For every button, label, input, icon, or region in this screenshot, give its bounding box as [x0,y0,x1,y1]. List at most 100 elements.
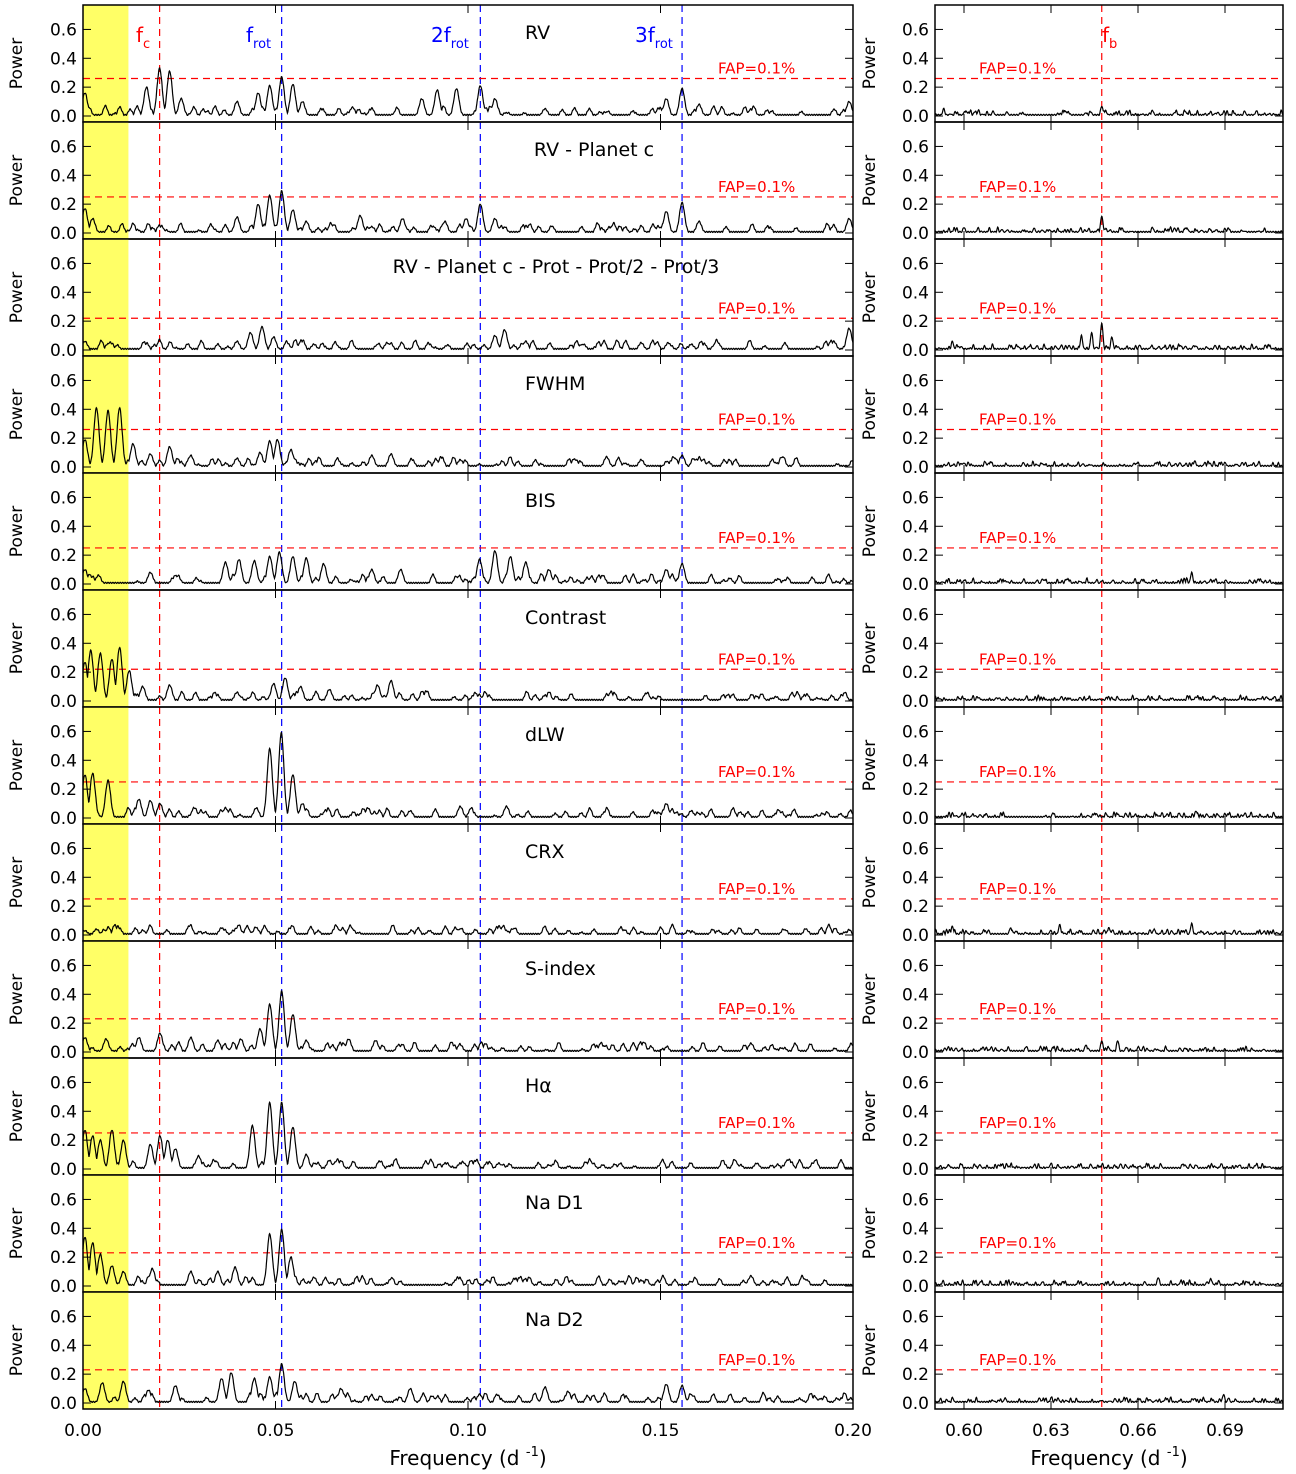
y-tick-label: 0.0 [50,692,77,712]
marker-label: fb [1102,23,1117,52]
low-frequency-shade [83,941,129,1058]
y-tick-label: 0.0 [50,107,77,127]
y-tick-label: 0.4 [50,49,77,69]
y-tick-label: 0.6 [50,605,77,625]
y-tick-label: 0.0 [902,692,929,712]
panel-row: Power Power FAP=0.1% 0.0 0.2 0.4 0.6 FAP=0.1% 0.… [7,940,1284,1063]
y-tick-label: 0.0 [902,1160,929,1180]
y-tick-label: 0.0 [50,1394,77,1414]
panel-row: Power Power FAP=0.1% 0.0 0.2 0.4 0.6 FAP=0.1% 0.… [7,355,1284,478]
right-panel: FAP=0.1% 0.0 0.2 0.4 0.6 [902,1057,1284,1180]
fap-label: FAP=0.1% [718,1114,795,1132]
y-tick-label: 0.2 [50,663,77,683]
x-tick-label: 0.69 [1206,1421,1244,1441]
y-axis-label: Power [860,857,880,908]
y-tick-label: 0.4 [50,517,77,537]
left-panel: FAP=0.1% 0.0 0.2 0.4 0.6 [50,706,854,829]
y-tick-label: 0.2 [902,1014,929,1034]
panel-frame [82,1291,854,1410]
y-tick-label: 0.2 [50,1014,77,1034]
y-tick-label: 0.6 [50,839,77,859]
panel-row: Power Power FAP=0.1% 0.0 0.2 0.4 0.6 FAP=0.1% 0.… [7,589,1284,712]
y-tick-label: 0.0 [902,1043,929,1063]
y-axis-label: Power [860,38,880,89]
y-tick-label: 0.4 [902,868,929,888]
series-title: Na D1 [525,1192,584,1214]
low-frequency-shade [83,1292,129,1409]
y-tick-label: 0.0 [50,926,77,946]
y-tick-label: 0.2 [902,780,929,800]
x-tick-label: 0.00 [64,1421,102,1441]
y-tick-label: 0.4 [902,1219,929,1239]
low-frequency-shade [83,122,129,239]
y-tick-label: 0.4 [50,634,77,654]
y-tick-label: 0.6 [50,137,77,157]
series-title: BIS [525,490,556,512]
marker-label: 3frot [635,23,673,52]
y-axis-label: Power [7,974,27,1025]
panel-row: Power Power FAP=0.1% 0.0 0.2 0.4 0.6 FAP=0.1% 0.… [7,4,1284,127]
y-tick-label: 0.6 [902,1073,929,1093]
y-tick-label: 0.4 [50,751,77,771]
periodogram-trace [82,923,854,936]
marker-label: frot [246,23,271,52]
periodogram-trace [82,1101,854,1170]
y-tick-label: 0.4 [902,1336,929,1356]
y-tick-label: 0.2 [902,546,929,566]
periodogram-trace [82,646,854,702]
left-panel: FAP=0.1% 0.0 0.2 0.4 0.6 [50,1174,854,1297]
periodogram-trace [82,406,854,468]
y-tick-label: 0.4 [902,634,929,654]
low-frequency-shade [83,1175,129,1292]
fap-label: FAP=0.1% [718,880,795,898]
x-tick-label: 0.05 [257,1421,295,1441]
panel-row: Power Power FAP=0.1% 0.0 0.2 0.4 0.6 FAP=0.1% 0.… [7,238,1284,361]
series-title: RV - Planet c [534,139,654,161]
y-tick-label: 0.2 [902,1365,929,1385]
y-tick-label: 0.6 [902,20,929,40]
y-tick-label: 0.6 [50,956,77,976]
panel-row: Power Power FAP=0.1% 0.0 0.2 0.4 0.6 FAP=0.1% 0.… [7,1291,1284,1414]
fap-label: FAP=0.1% [718,299,795,317]
right-panel: FAP=0.1% 0.0 0.2 0.4 0.6 [902,355,1284,478]
y-tick-label: 0.0 [902,575,929,595]
y-tick-label: 0.2 [902,1248,929,1268]
fap-label: FAP=0.1% [979,299,1056,317]
y-tick-label: 0.6 [902,839,929,859]
series-title: Contrast [525,607,606,629]
fap-label: FAP=0.1% [979,410,1056,428]
fap-label: FAP=0.1% [979,1114,1056,1132]
y-tick-label: 0.4 [902,166,929,186]
marker-label: fc [136,23,150,52]
low-frequency-shade [83,1058,129,1175]
y-tick-label: 0.6 [902,956,929,976]
y-axis-label: Power [7,623,27,674]
series-title: Na D2 [525,1309,584,1331]
y-tick-label: 0.4 [50,868,77,888]
periodogram-trace [934,570,1284,585]
low-frequency-shade [83,707,129,824]
y-axis-label: Power [7,272,27,323]
x-axis-label: Frequency (d -1) [389,1445,546,1470]
periodogram-trace [82,325,854,351]
fap-label: FAP=0.1% [718,650,795,668]
y-tick-label: 0.2 [902,312,929,332]
panel-frame [934,1291,1284,1410]
y-tick-label: 0.2 [50,1365,77,1385]
panel-row: Power Power FAP=0.1% 0.0 0.2 0.4 0.6 FAP=0.1% 0.… [7,1174,1284,1297]
fap-label: FAP=0.1% [979,650,1056,668]
periodogram-trace [934,921,1283,937]
y-axis-label: Power [860,155,880,206]
y-axis-label: Power [7,857,27,908]
x-tick-label: 0.10 [449,1421,487,1441]
y-tick-label: 0.6 [50,1307,77,1327]
y-axis-label: Power [7,1325,27,1376]
low-frequency-shade [83,5,129,122]
y-axis-label: Power [7,1091,27,1142]
y-tick-label: 0.4 [902,283,929,303]
left-panel: FAP=0.1% 0.0 0.2 0.4 0.6 [50,4,854,127]
y-tick-label: 0.2 [50,195,77,215]
fap-label: FAP=0.1% [979,529,1056,547]
fap-label: FAP=0.1% [718,1234,795,1252]
